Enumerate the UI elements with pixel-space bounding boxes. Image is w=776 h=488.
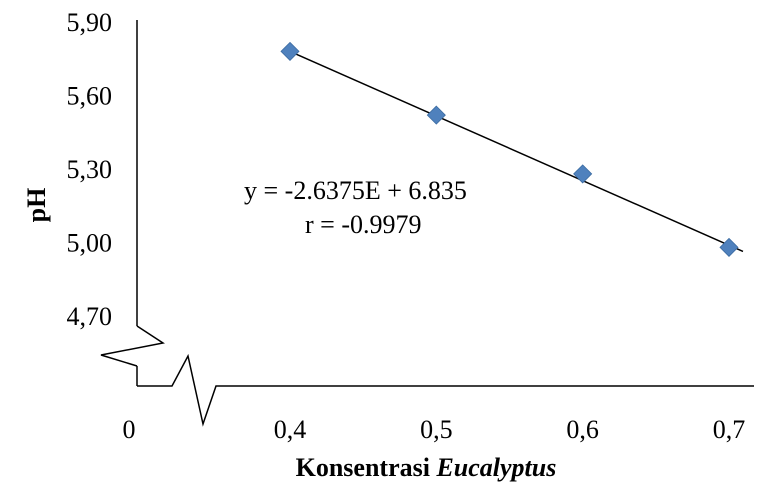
correlation-annotation: r = -0.9979 [305,210,421,239]
data-point [426,105,446,125]
x-axis-line [137,353,754,427]
y-tick-label: 5,60 [67,82,113,111]
trendline [289,50,744,253]
y-tick-label: 5,30 [67,155,113,184]
x-tick-label: 0,5 [420,415,453,444]
y-tick-labels: 4,70 5,00 5,30 5,60 5,90 [67,8,113,331]
x-tick-labels: 0 0,4 0,5 0,6 0,7 [123,415,746,444]
x-tick-label: 0,4 [274,415,307,444]
data-point [573,164,593,184]
data-point [280,41,300,61]
y-tick-label: 5,90 [67,8,113,37]
x-axis-title: Konsentrasi Eucalyptus [296,453,557,482]
x-tick-label: 0,6 [566,415,599,444]
x-tick-label: 0 [123,415,136,444]
x-tick-label: 0,7 [713,415,746,444]
data-point [719,237,739,257]
y-tick-label: 5,00 [67,229,113,258]
x-axis-title-prefix: Konsentrasi [296,453,437,482]
equation-annotation: y = -2.6375E + 6.835 [244,176,467,205]
y-tick-label: 4,70 [67,302,113,331]
y-axis-title: pH [22,188,51,223]
y-axis-break [100,325,165,367]
x-axis-title-italic: Eucalyptus [435,453,556,482]
data-points [280,41,739,257]
